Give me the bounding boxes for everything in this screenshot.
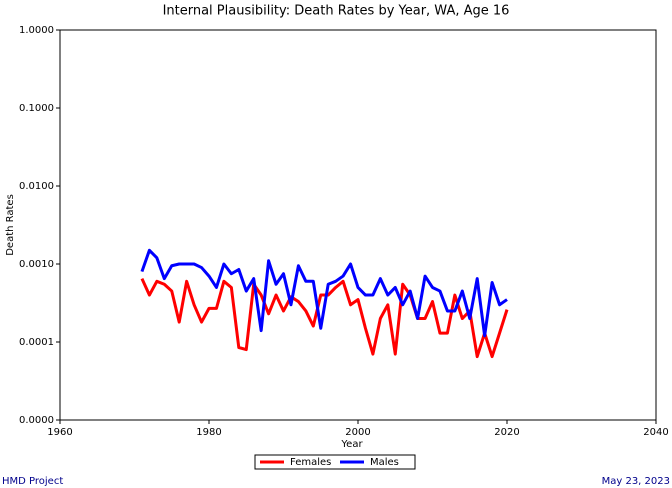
legend-box (254, 454, 416, 470)
x-tick-label: 1960 (47, 427, 72, 438)
chart-title: Internal Plausibility: Death Rates by Ye… (163, 4, 510, 19)
legend-label: Females (290, 457, 331, 468)
x-tick-label: 2040 (643, 427, 668, 438)
y-tick-label: 0.0000 (19, 415, 54, 426)
x-tick-label: 2000 (345, 427, 370, 438)
x-tick-label: 2020 (494, 427, 519, 438)
plot-frame (59, 29, 657, 421)
y-tick-label: 1.0000 (19, 25, 54, 36)
y-axis-label: Death Rates (5, 194, 16, 256)
legend-label: Males (370, 457, 399, 468)
x-axis-label: Year (340, 439, 363, 450)
series-line (140, 277, 509, 359)
x-tick-label: 1980 (196, 427, 221, 438)
y-tick-label: 0.1000 (19, 103, 54, 114)
footer-right: May 23, 2023 (602, 476, 670, 487)
y-tick-label: 0.0010 (19, 259, 54, 270)
footer-left: HMD Project (2, 476, 63, 487)
series-line (140, 248, 508, 338)
y-tick-label: 0.0001 (19, 337, 54, 348)
y-tick-label: 0.0100 (19, 181, 54, 192)
